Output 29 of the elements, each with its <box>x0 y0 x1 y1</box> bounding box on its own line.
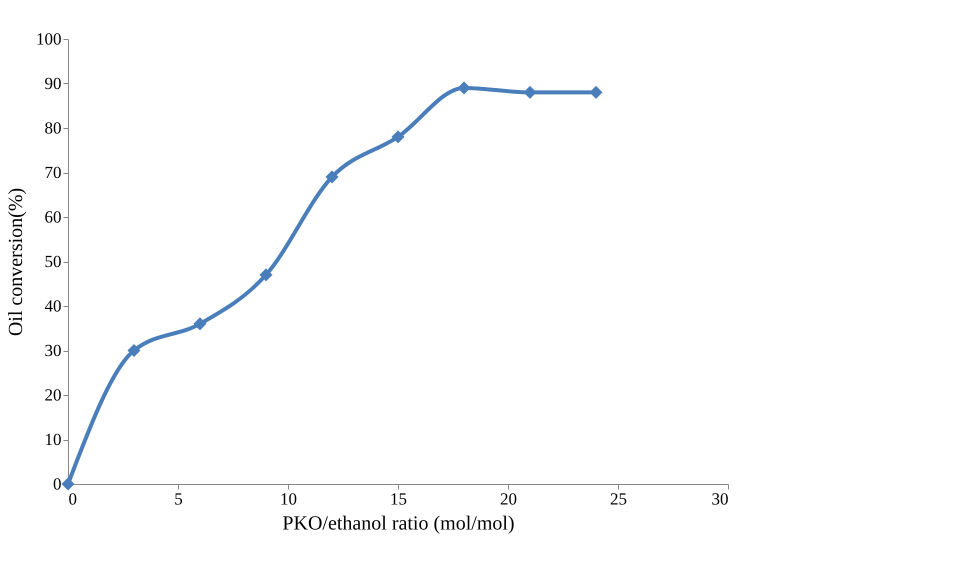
x-tick-label: 30 <box>712 490 728 508</box>
x-tick-label: 10 <box>280 490 297 508</box>
y-tick-label: 30 <box>44 341 62 360</box>
y-axis-title: Oil conversion(%) <box>5 188 27 336</box>
point <box>259 268 273 282</box>
y-tick-label: 80 <box>44 118 62 138</box>
point <box>589 86 603 99</box>
x-tick-label: 15 <box>390 490 407 508</box>
y-tick-label: 20 <box>44 386 62 404</box>
y-tick-label: 70 <box>44 163 62 182</box>
y-tick-label: 40 <box>44 296 62 316</box>
x-tick-label: 0 <box>68 490 77 508</box>
x-tick-label: 5 <box>174 490 183 508</box>
y-tick-label: 100 <box>36 30 62 48</box>
y-tick-label: 60 <box>44 208 62 226</box>
y-tick-label: 50 <box>44 252 62 271</box>
y-tick-label: 10 <box>44 430 62 449</box>
point <box>325 170 339 184</box>
x-tick-label: 20 <box>500 490 517 508</box>
x-axis-title: PKO/ethanol ratio (mol/mol) <box>282 512 515 534</box>
point <box>61 477 75 491</box>
point <box>391 130 405 144</box>
x-tick-label: 25 <box>610 490 627 508</box>
point <box>193 317 207 330</box>
y-tick-label: 0 <box>53 474 62 494</box>
point <box>523 86 537 99</box>
y-tick-label: 90 <box>44 74 62 93</box>
point <box>127 344 141 358</box>
point <box>457 81 471 94</box>
